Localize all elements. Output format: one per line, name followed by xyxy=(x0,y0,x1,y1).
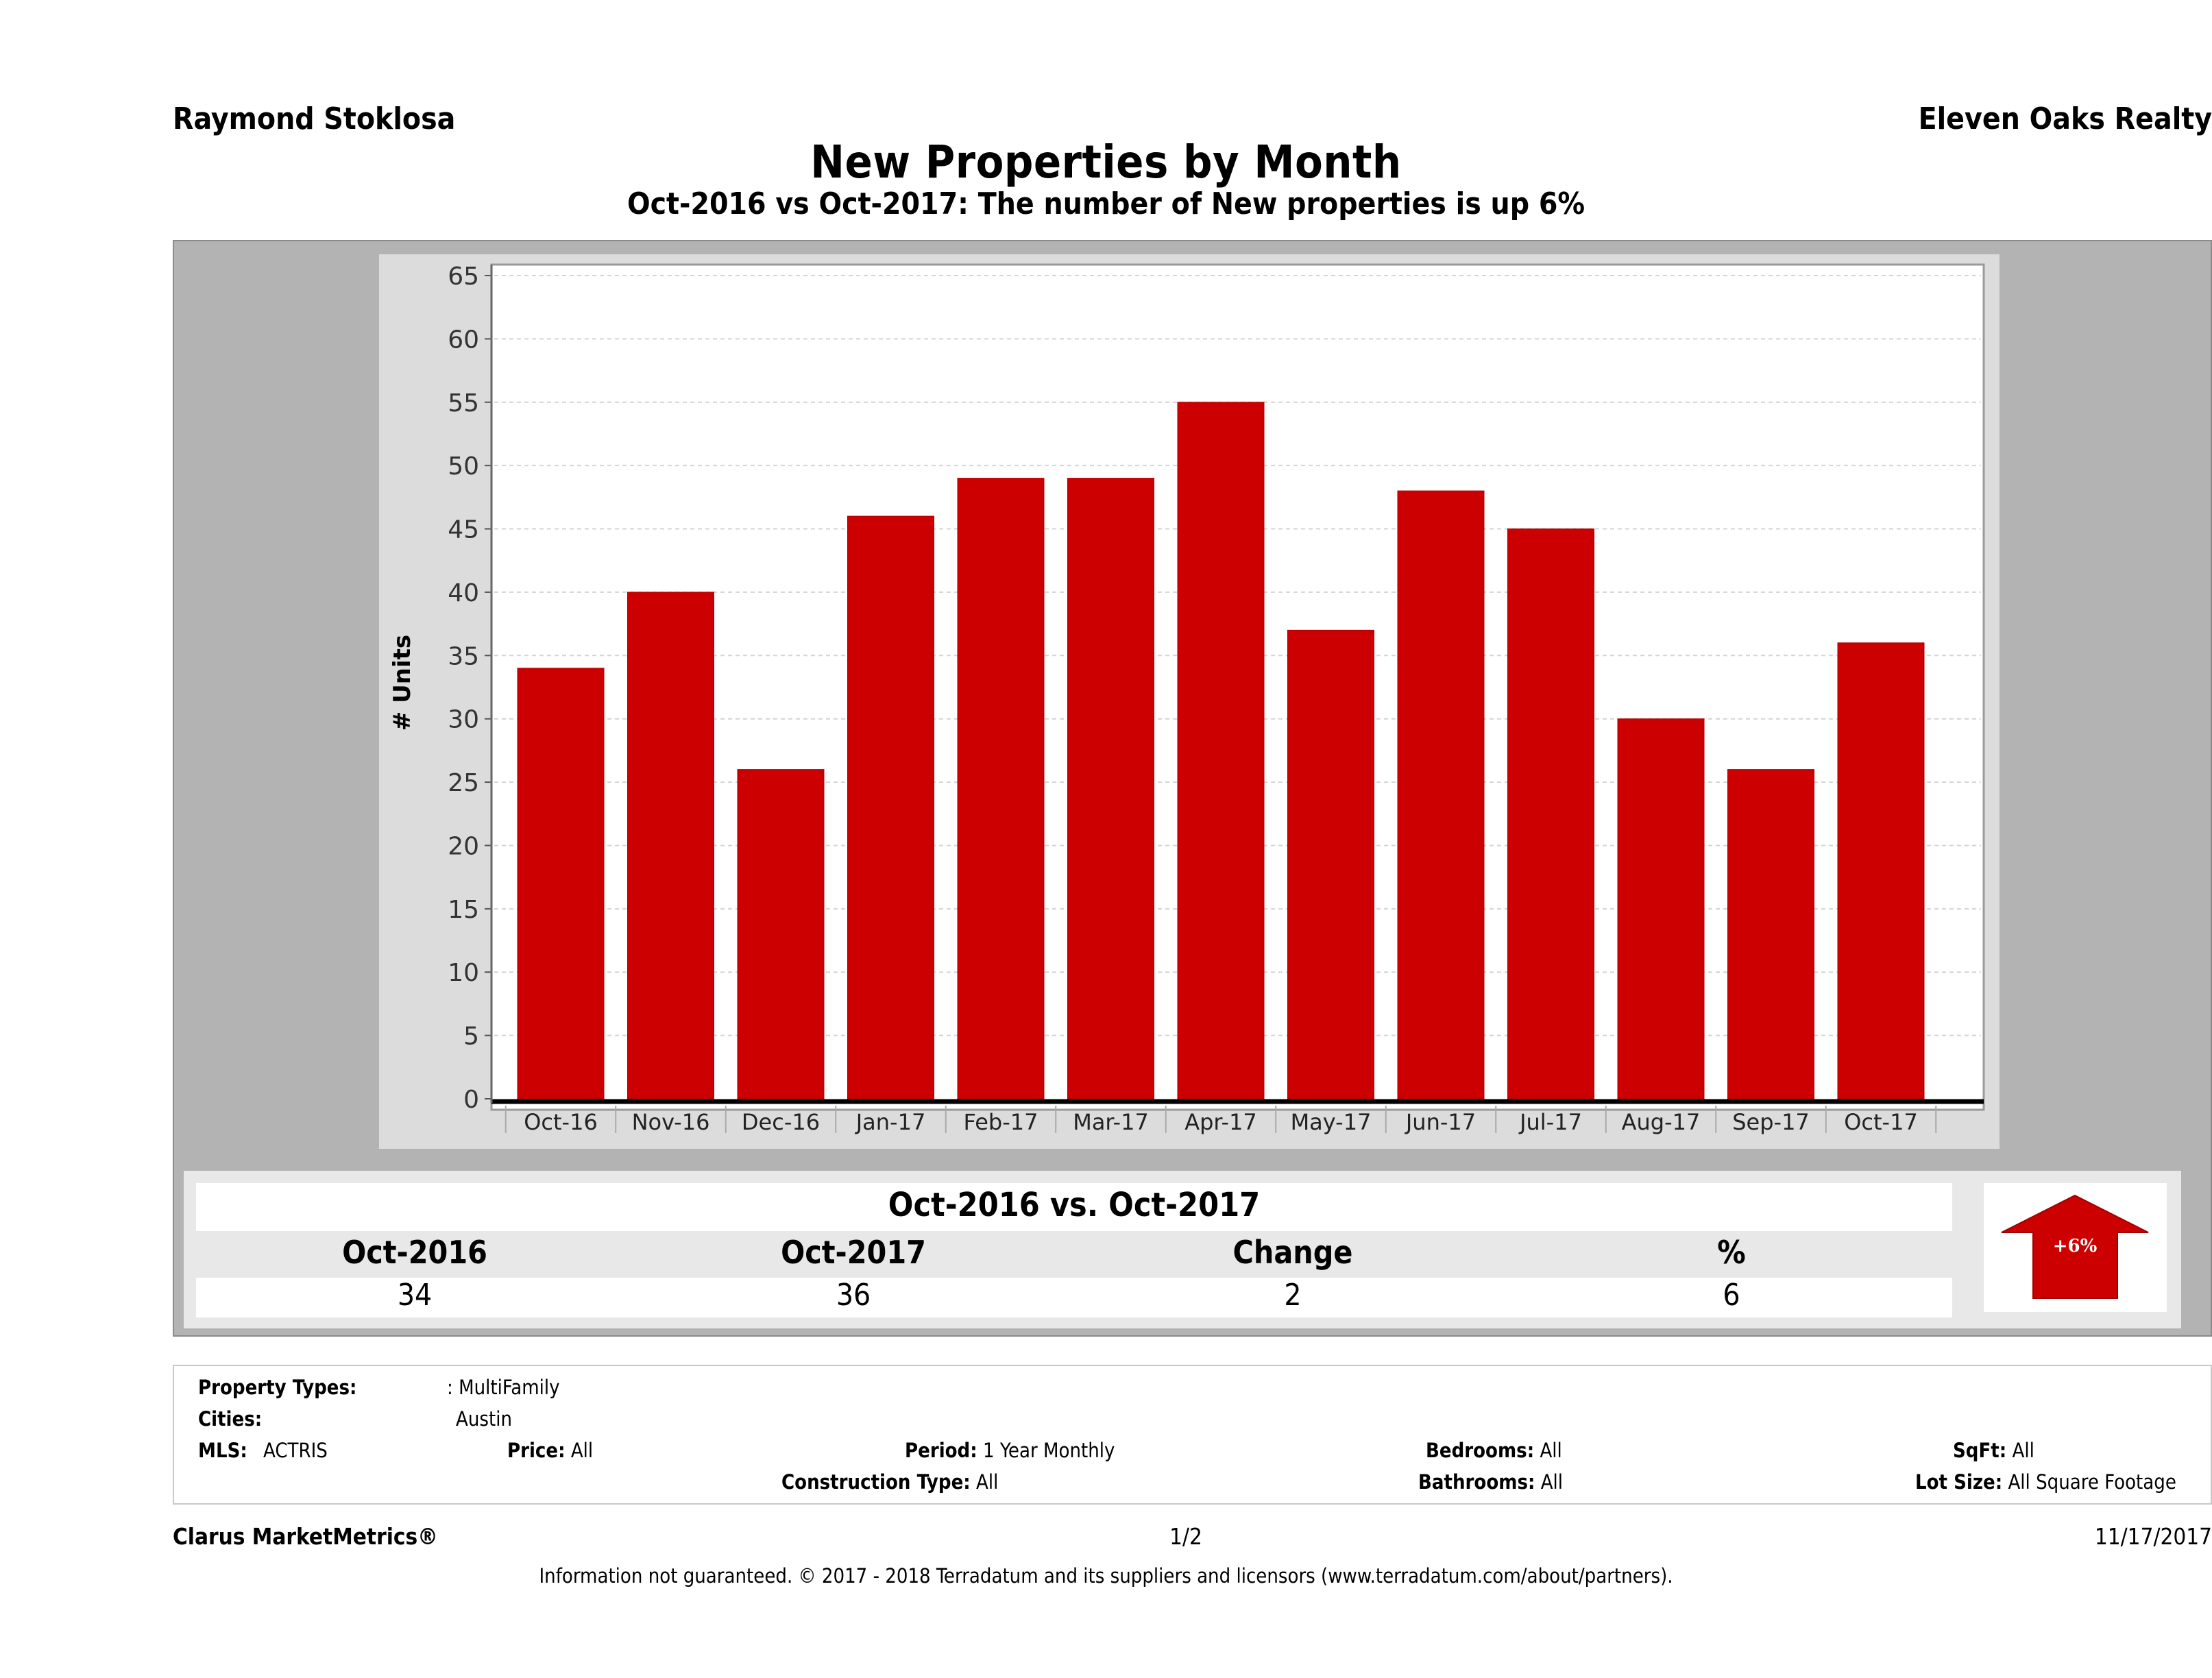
up-arrow-icon: +6% xyxy=(2001,1194,2149,1299)
y-tick-label: 5 xyxy=(463,1023,479,1051)
y-tick-label: 50 xyxy=(448,452,479,481)
cities-value: Austin xyxy=(456,1407,512,1431)
x-tick-label: Nov-16 xyxy=(632,1109,710,1135)
bedrooms-value: All xyxy=(1540,1439,1562,1462)
y-tick-label: 45 xyxy=(448,516,479,544)
bar-apr-17 xyxy=(1177,402,1265,1099)
y-axis-label: # Units xyxy=(389,635,416,731)
y-tick-label: 35 xyxy=(448,642,479,670)
x-tick-label: Jan-17 xyxy=(855,1109,926,1135)
x-tick-label: Oct-16 xyxy=(524,1109,598,1135)
bar-dec-16 xyxy=(737,769,825,1099)
page-number: 1/2 xyxy=(1169,1523,1202,1550)
agent-name: Raymond Stoklosa xyxy=(173,101,456,136)
cities-label: Cities: xyxy=(198,1407,263,1431)
property-types-value: : MultiFamily xyxy=(447,1376,560,1399)
bar-aug-17 xyxy=(1617,718,1705,1099)
property-types-label: Property Types: xyxy=(198,1376,357,1399)
lot-size-value: All Square Footage xyxy=(2008,1470,2176,1494)
x-tick-label: Jun-17 xyxy=(1405,1109,1476,1135)
x-tick-label: Dec-16 xyxy=(742,1109,820,1135)
bar-sep-17 xyxy=(1727,769,1814,1099)
y-tick-label: 25 xyxy=(448,769,479,797)
x-tick-label: Apr-17 xyxy=(1184,1109,1257,1135)
change-badge-text: +6% xyxy=(2053,1236,2098,1256)
y-tick-label: 30 xyxy=(448,706,479,734)
summary-value-oct-2017: 36 xyxy=(836,1278,871,1313)
x-tick-label: Jul-17 xyxy=(1518,1109,1582,1135)
summary-value-change: 2 xyxy=(1284,1278,1302,1313)
y-tick-label: 0 xyxy=(463,1086,479,1114)
y-tick-label: 15 xyxy=(448,896,479,924)
mls-label: MLS: xyxy=(198,1439,247,1462)
x-tick-label: May-17 xyxy=(1291,1109,1372,1135)
x-tick-label: Oct-17 xyxy=(1844,1109,1918,1135)
summary-header-percent: % xyxy=(1717,1234,1746,1271)
mls-value: ACTRIS xyxy=(263,1439,328,1462)
summary-header-oct-2016: Oct-2016 xyxy=(342,1234,487,1271)
y-tick-label: 60 xyxy=(448,326,479,354)
summary-value-percent: 6 xyxy=(1723,1278,1740,1313)
bedrooms-label: Bedrooms: xyxy=(1426,1439,1535,1462)
bar-jul-17 xyxy=(1507,528,1594,1099)
summary-header-oct-2017: Oct-2017 xyxy=(781,1234,926,1271)
price-value: All xyxy=(570,1439,594,1462)
sqft-value: All xyxy=(2012,1439,2034,1462)
brokerage-name: Eleven Oaks Realty xyxy=(1918,101,2212,136)
y-tick-label: 55 xyxy=(448,389,479,417)
y-tick-label: 20 xyxy=(448,832,479,860)
period-label: Period: xyxy=(905,1439,977,1462)
bathrooms-value: All xyxy=(1540,1470,1564,1494)
construction-type-value: All xyxy=(976,1470,999,1494)
y-tick-label: 65 xyxy=(448,263,479,291)
y-tick-label: 10 xyxy=(448,959,479,987)
bathrooms-label: Bathrooms: xyxy=(1418,1470,1535,1494)
x-tick-label: Feb-17 xyxy=(964,1109,1038,1135)
product-name: Clarus MarketMetrics® xyxy=(173,1523,438,1550)
construction-type-label: Construction Type: xyxy=(781,1470,971,1494)
price-label: Price: xyxy=(507,1439,566,1462)
report-date: 11/17/2017 xyxy=(2094,1523,2212,1550)
change-badge-box: +6% xyxy=(1984,1183,2167,1312)
y-tick-label: 40 xyxy=(448,579,479,607)
bar-nov-16 xyxy=(627,592,714,1099)
chart-title: New Properties by Month xyxy=(810,136,1402,189)
disclaimer: Information not guaranteed. © 2017 - 201… xyxy=(539,1564,1673,1588)
bar-jun-17 xyxy=(1397,490,1485,1099)
bar-feb-17 xyxy=(957,478,1045,1099)
x-tick-label: Sep-17 xyxy=(1732,1109,1810,1135)
bar-oct-16 xyxy=(517,668,605,1099)
summary-title-row xyxy=(196,1183,1952,1231)
summary-header-change: Change xyxy=(1232,1234,1353,1271)
x-tick-label: Mar-17 xyxy=(1073,1109,1149,1135)
period-value: 1 Year Monthly xyxy=(982,1439,1115,1462)
summary-title: Oct-2016 vs. Oct-2017 xyxy=(888,1186,1261,1224)
summary-value-row xyxy=(196,1278,1952,1317)
bar-jan-17 xyxy=(847,515,934,1099)
bar-oct-17 xyxy=(1837,642,1925,1099)
summary-value-oct-2016: 34 xyxy=(397,1278,433,1313)
chart-subtitle: Oct-2016 vs Oct-2017: The number of New … xyxy=(627,186,1585,221)
filter-criteria-box xyxy=(173,1365,2212,1505)
bar-chart: 0 5 10 15 20 25 30 35 40 45 50 55 60 65 Oct-16 Nov-16 D… xyxy=(389,263,1985,1135)
x-tick-label: Aug-17 xyxy=(1622,1109,1701,1135)
bar-may-17 xyxy=(1287,629,1374,1099)
sqft-label: SqFt: xyxy=(1953,1439,2007,1462)
bar-mar-17 xyxy=(1067,478,1154,1099)
summary-header-row xyxy=(196,1232,1952,1277)
lot-size-label: Lot Size: xyxy=(1915,1470,2003,1494)
